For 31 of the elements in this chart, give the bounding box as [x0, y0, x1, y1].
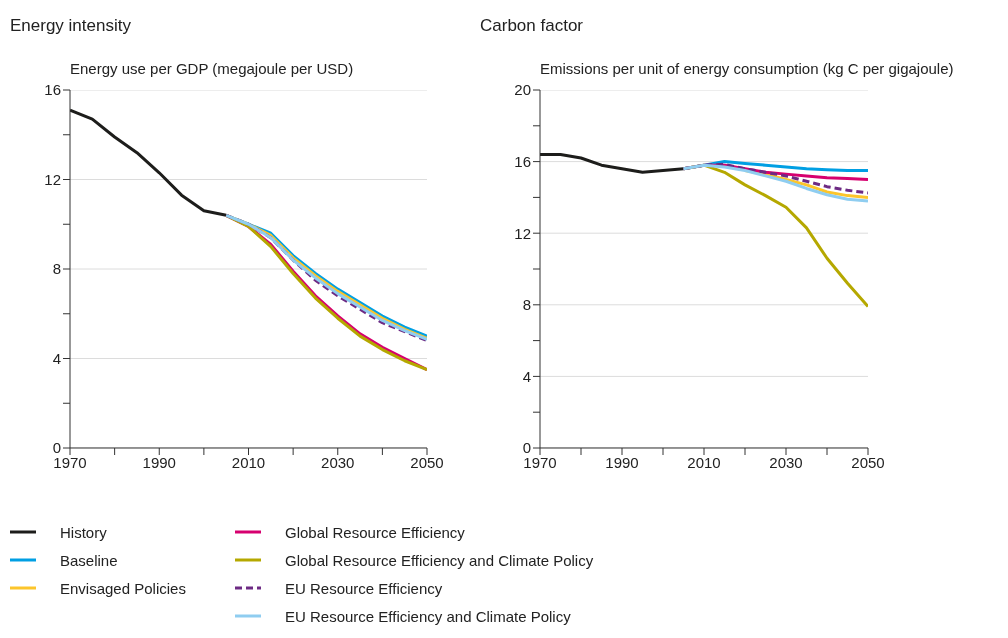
- x-tick-label: 2010: [687, 453, 721, 471]
- chart-title: Carbon factor: [480, 16, 583, 36]
- legend-label: Baseline: [60, 551, 118, 569]
- x-tick-label: 1990: [142, 453, 176, 471]
- y-tick-label: 12: [44, 170, 61, 188]
- chart-title: Energy intensity: [10, 16, 131, 36]
- y-tick-label: 4: [52, 349, 61, 367]
- y-tick-label: 20: [514, 81, 531, 99]
- x-tick-label: 2030: [769, 453, 803, 471]
- legend-label: EU Resource Efficiency: [285, 579, 443, 597]
- legend-label: EU Resource Efficiency and Climate Policy: [285, 607, 571, 625]
- y-tick-label: 12: [514, 224, 531, 242]
- x-tick-label: 2050: [851, 453, 885, 471]
- line-series: [540, 152, 685, 174]
- x-tick-label: 2030: [321, 453, 355, 471]
- x-tick-label: 2010: [231, 453, 266, 471]
- line-series: [70, 108, 228, 217]
- y-tick-label: 4: [522, 367, 531, 385]
- y-tick-label: 16: [514, 152, 531, 170]
- y-tick-label: 8: [52, 260, 61, 278]
- legend-label: Global Resource Efficiency and Climate Policy: [285, 551, 594, 569]
- legend-label: History: [60, 523, 107, 541]
- line-series: [682, 163, 868, 203]
- x-tick-label: 2050: [410, 453, 444, 471]
- legend-label: Global Resource Efficiency: [285, 523, 465, 541]
- legend-label: Envisaged Policies: [60, 579, 186, 597]
- y-tick-label: 8: [522, 296, 531, 314]
- y-tick-label: 16: [44, 81, 61, 99]
- x-tick-label: 1990: [605, 453, 639, 471]
- y-axis-title: Energy use per GDP (megajoule per USD): [70, 60, 354, 77]
- y-axis-title: Emissions per unit of energy consumption (kg C per gigajoule): [540, 60, 954, 77]
